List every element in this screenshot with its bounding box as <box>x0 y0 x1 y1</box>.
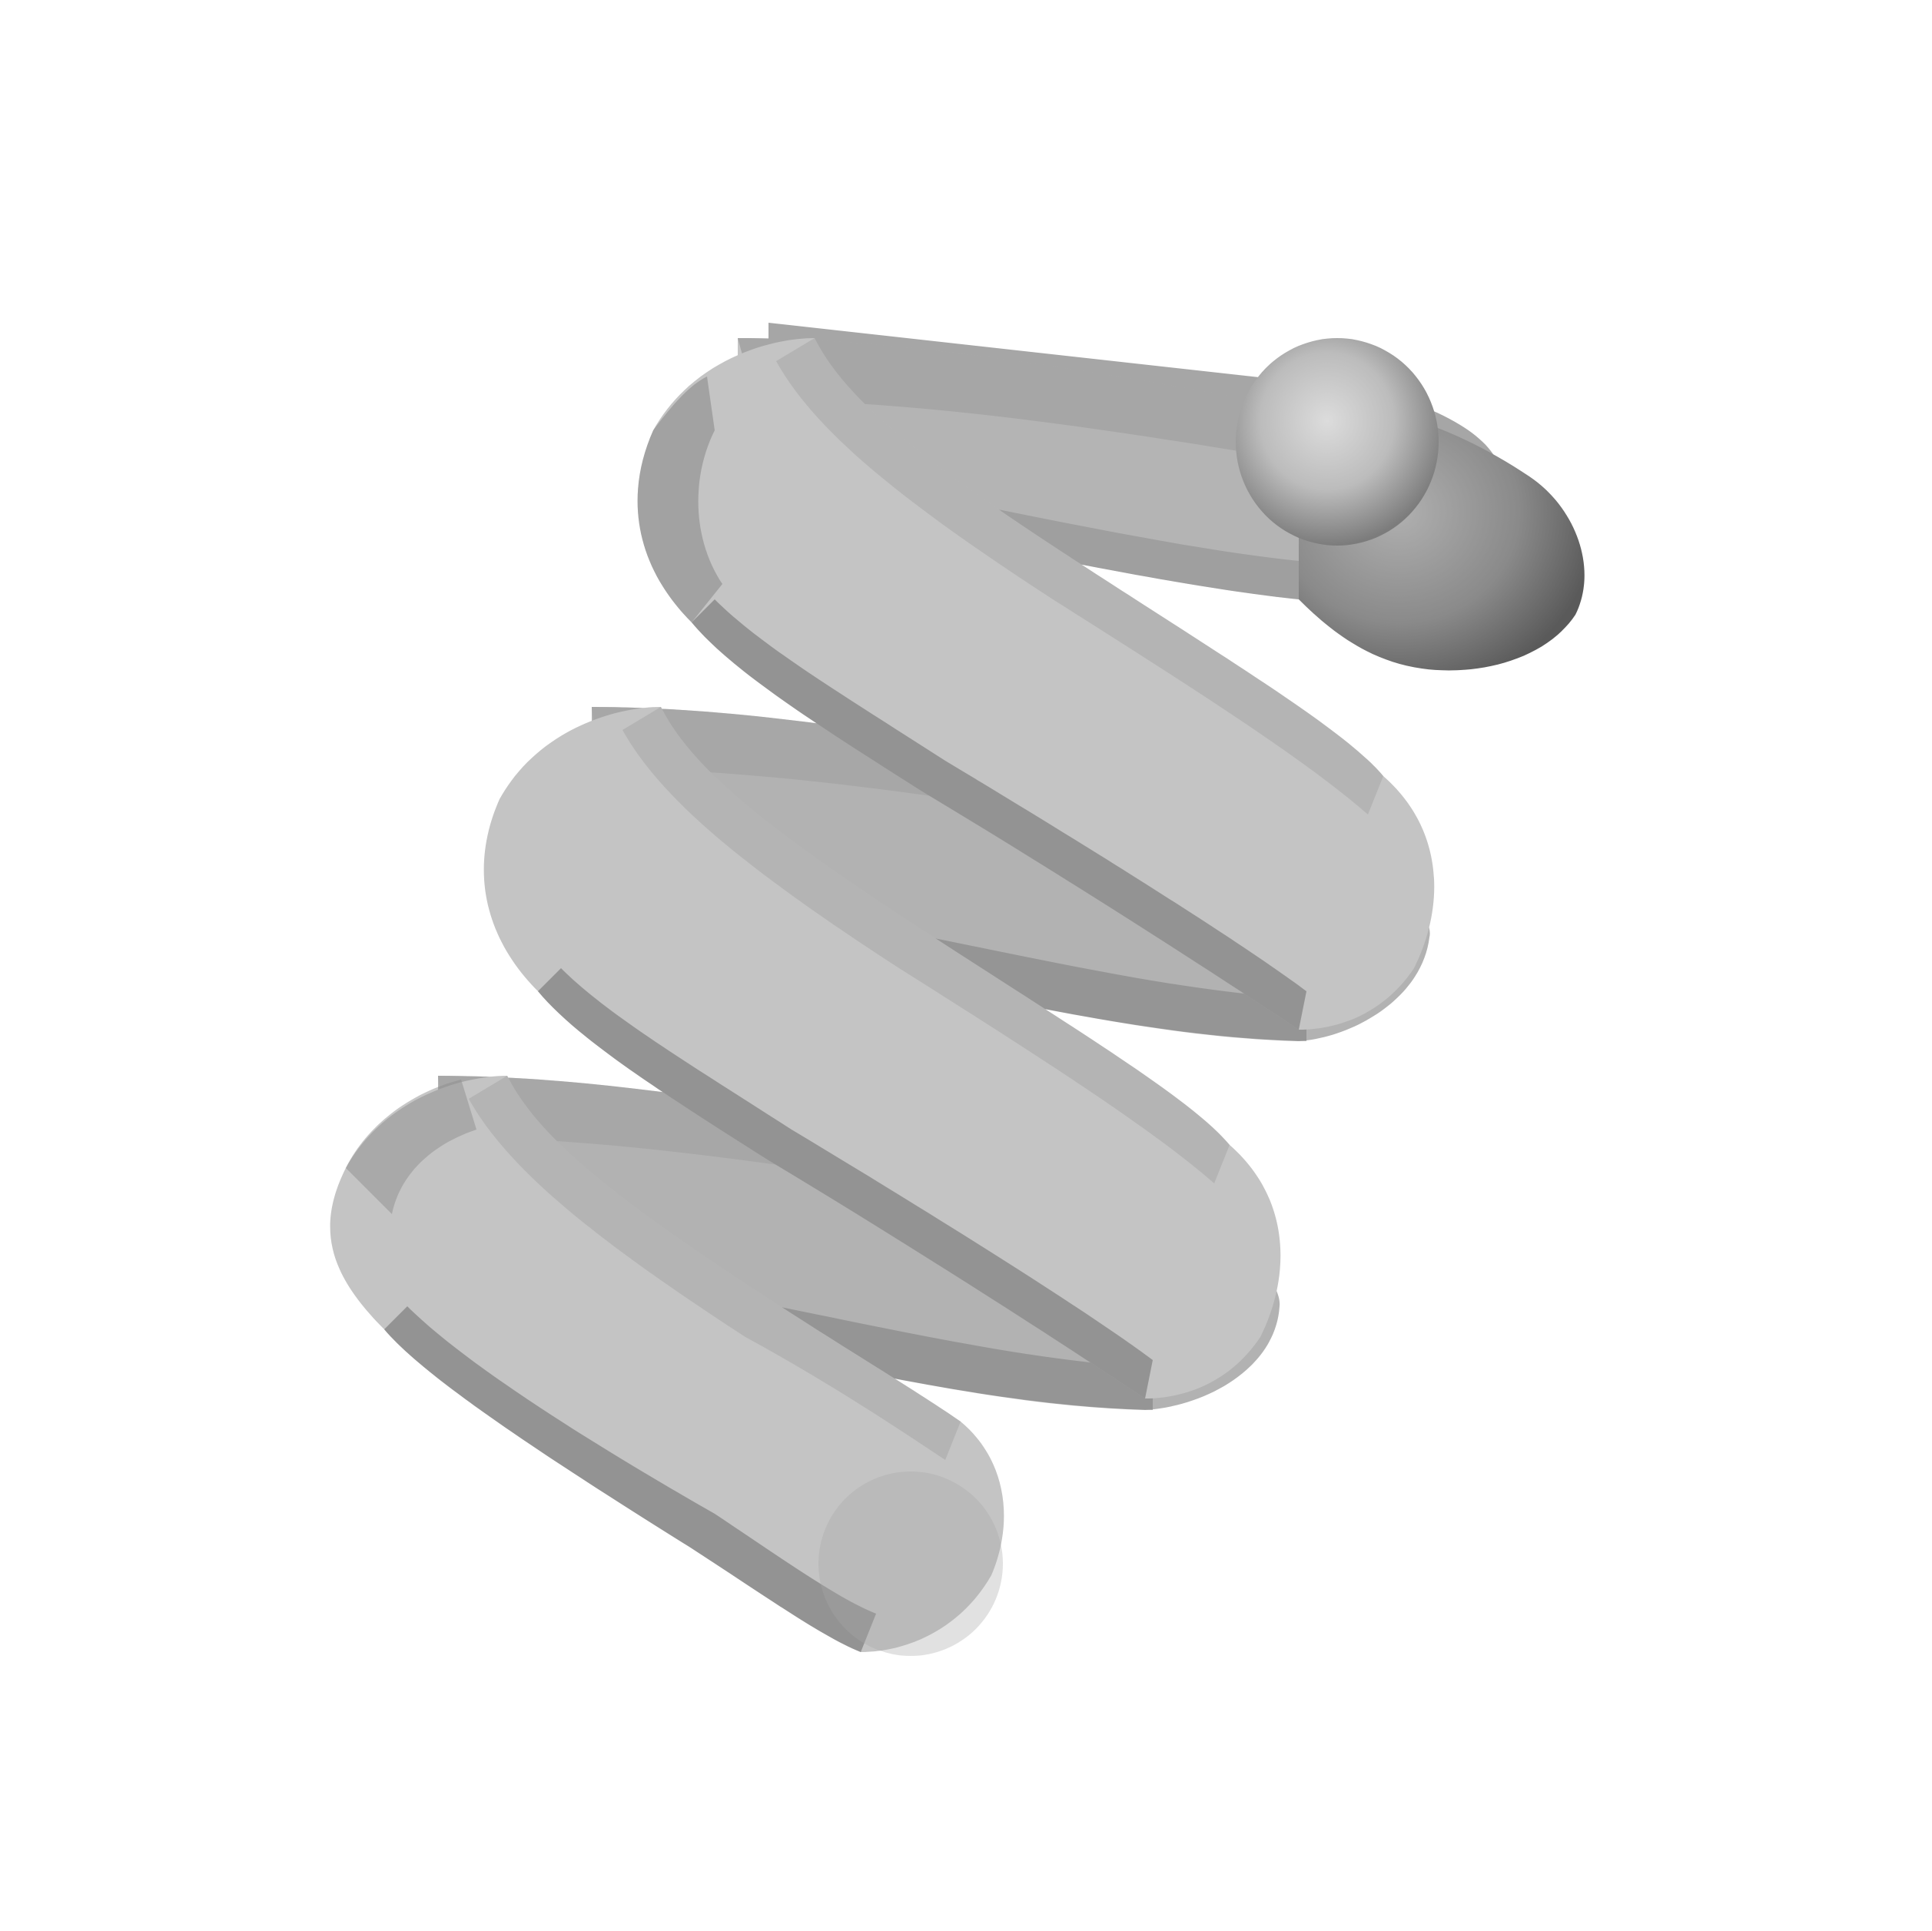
coil-front-segment-top <box>637 338 1435 1030</box>
coil-bend-bottom-left <box>346 1080 476 1214</box>
coil-front-segment-bottom <box>330 1076 1004 1652</box>
coil-end-cap-top <box>1236 338 1439 546</box>
coil-front-segment-middle <box>483 707 1281 1398</box>
coil-end-cap-bottom <box>818 1471 1003 1656</box>
